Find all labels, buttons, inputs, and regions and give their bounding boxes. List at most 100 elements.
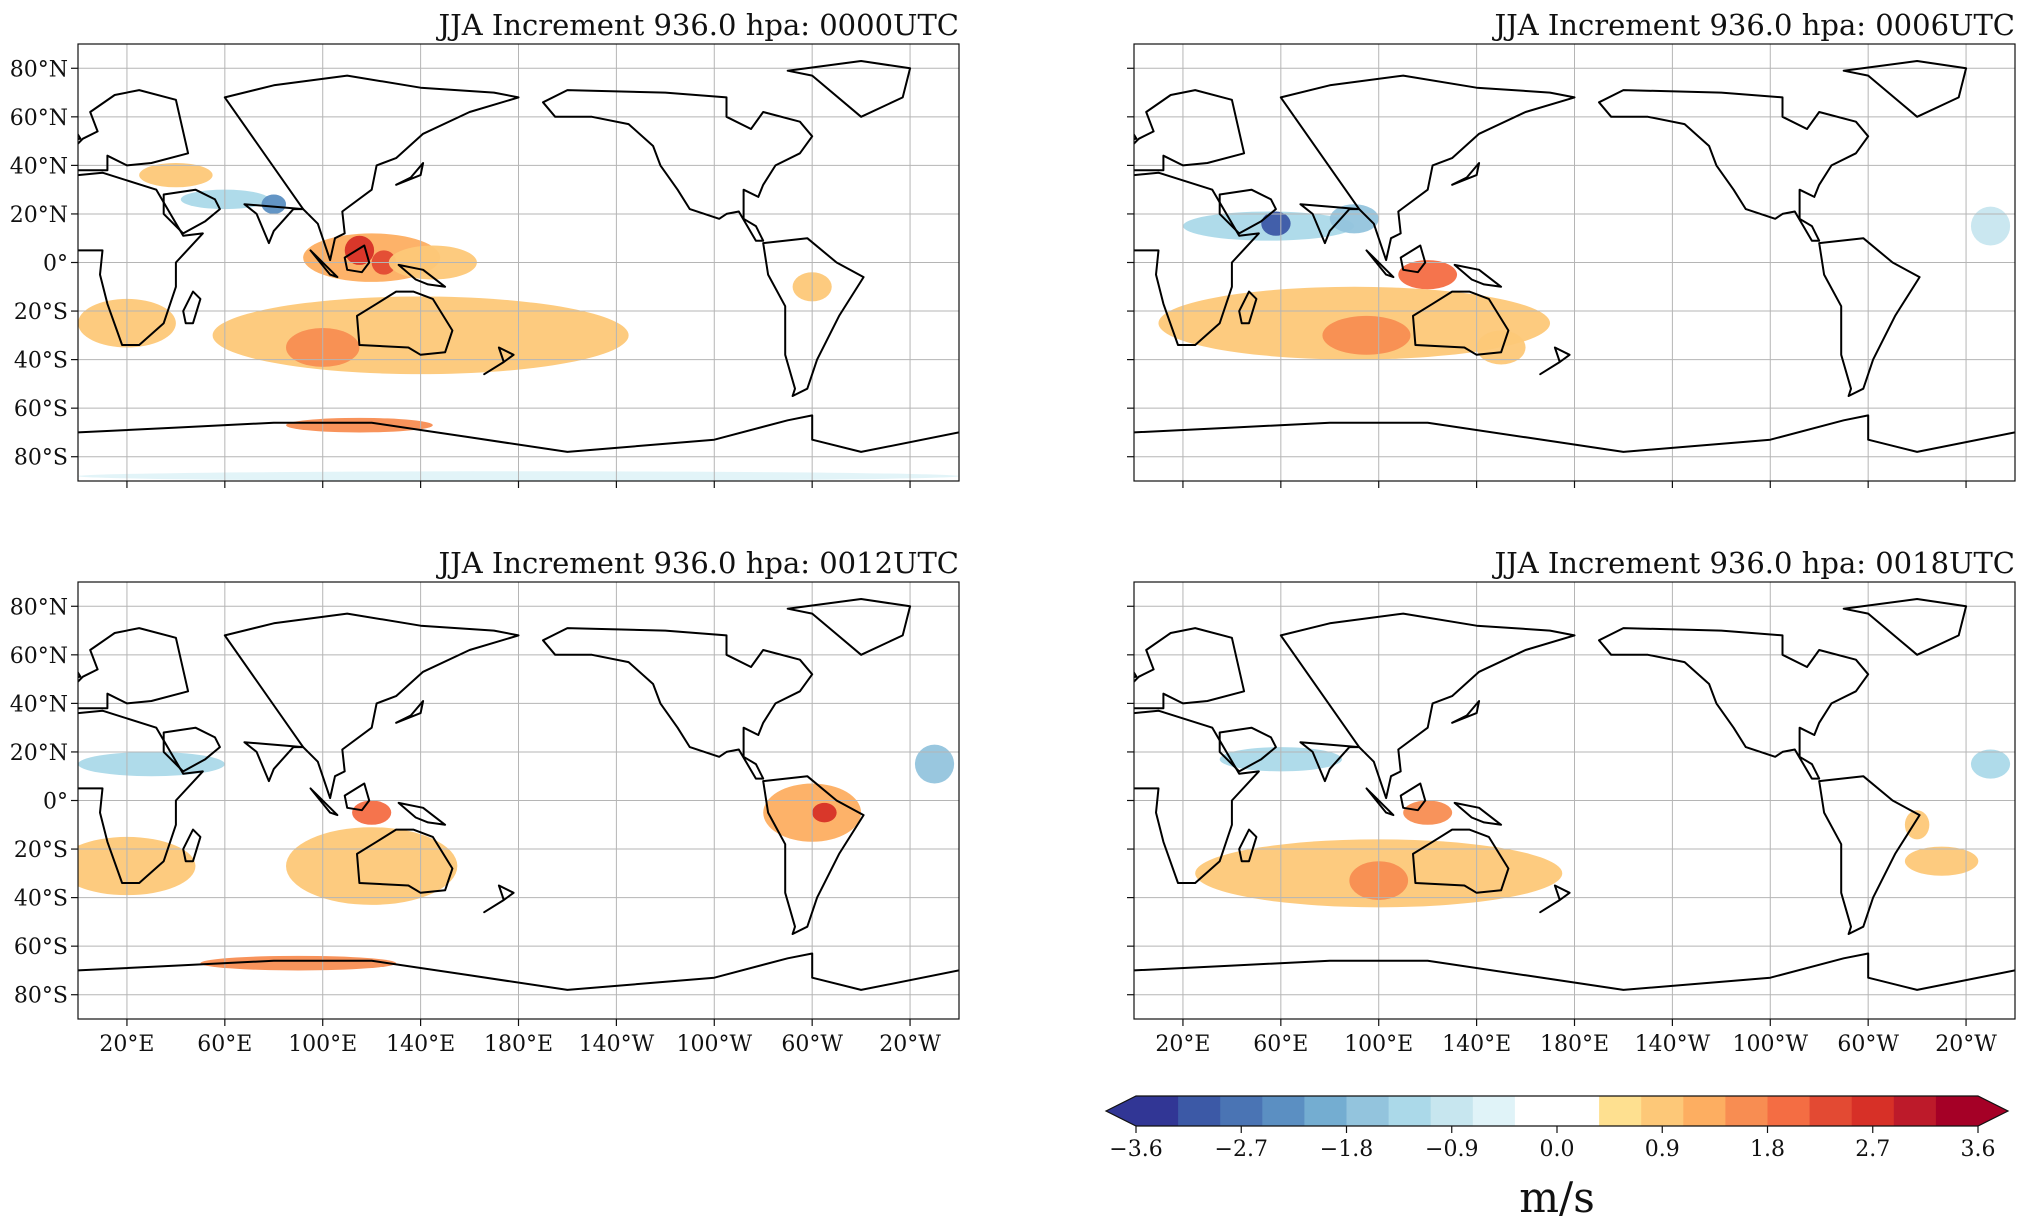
increment-patch-4 xyxy=(78,751,225,777)
increment-patch-3 xyxy=(812,802,837,823)
coastlines xyxy=(78,598,959,991)
coastline-southamerica xyxy=(762,775,865,935)
coastline-africa xyxy=(78,171,204,346)
lon-tick-label: 20°W xyxy=(1935,1032,1997,1057)
lon-tick-label: 180°E xyxy=(484,1032,553,1057)
coastline-northamerica xyxy=(1598,627,1870,780)
lat-tick-label: 40°S xyxy=(14,887,68,912)
coastline-borneo xyxy=(1399,782,1427,812)
coastline-europe xyxy=(1134,89,1246,172)
increment-patch-1 xyxy=(1322,315,1411,355)
graticule xyxy=(78,44,959,481)
coastlines xyxy=(78,60,959,453)
coastlines xyxy=(1134,598,2015,991)
coastline-antarctica xyxy=(78,414,959,453)
coastline-arabia xyxy=(162,188,221,235)
lon-tick-label: 60°W xyxy=(1837,1032,1899,1057)
coastline-southamerica xyxy=(1818,237,1921,397)
coastline-arabia xyxy=(162,726,221,773)
colorbar-tick-label: −2.7 xyxy=(1215,1137,1268,1162)
coastline-japan xyxy=(395,162,425,186)
colorbar-cell xyxy=(1557,1096,1600,1126)
colorbar-cell xyxy=(1893,1096,1937,1126)
colorbar: −3.6 −2.7 −1.8 −0.9 0.0 0.9 1.8 2.7 3.6 m/s xyxy=(1104,1095,2010,1222)
coastline-northamerica xyxy=(1598,89,1870,242)
lat-tick-label: 80°N xyxy=(10,595,68,620)
map-panel-p0006: JJA Increment 936.0 hpa: 0006UTC xyxy=(1127,8,2016,488)
map-panels: 80°N 60°N 40°N 20°N 0° 20°S 40°S 60°S 80°S JJA In… xyxy=(10,8,2016,1057)
lon-tick-label: 140°W xyxy=(1635,1032,1711,1057)
coastline-australia xyxy=(356,828,454,894)
coastline-seasia xyxy=(1279,74,1576,262)
map-panel-p0018: 20°E 60°E 100°E 140°E 180°E 140°W 100°W 60°W 20°… xyxy=(1127,546,2016,1057)
colorbar-cell xyxy=(1388,1096,1432,1126)
coastline-africa xyxy=(78,709,204,884)
coastline-japan xyxy=(1451,162,1481,186)
colorbar-cell xyxy=(1178,1096,1221,1126)
colorbar-cell xyxy=(1346,1096,1390,1126)
lon-tick-label: 60°E xyxy=(1253,1032,1308,1057)
colorbar-cell xyxy=(1220,1096,1263,1126)
panel-title: JJA Increment 936.0 hpa: 0012UTC xyxy=(435,546,959,580)
colorbar-cell xyxy=(1262,1096,1305,1126)
coastline-japan xyxy=(1451,700,1481,724)
coastline-madagascar xyxy=(1238,290,1258,325)
coastline-newguinea xyxy=(1453,801,1503,826)
coastline-greenland xyxy=(786,60,912,118)
coastline-australia xyxy=(1412,290,1510,356)
colorbar-cell xyxy=(1304,1096,1348,1126)
lon-tick-label: 100°E xyxy=(288,1032,357,1057)
coastline-seasia xyxy=(223,74,520,262)
colorbar-cell xyxy=(1599,1096,1642,1126)
coastline-borneo xyxy=(343,782,371,812)
coastline-antarctica xyxy=(1134,414,2015,453)
coastline-africa xyxy=(1134,709,1260,884)
coastline-nz xyxy=(483,884,515,914)
coastline-southamerica xyxy=(1818,775,1921,935)
colorbar-tick-label: −3.6 xyxy=(1109,1137,1162,1162)
lon-tick-label: 20°E xyxy=(1155,1032,1210,1057)
colorbar-cell xyxy=(1767,1096,1811,1126)
colorbar-extend-low xyxy=(1106,1096,1136,1126)
coastline-southamerica xyxy=(762,237,865,397)
coastline-borneo xyxy=(1399,244,1427,274)
coastline-northamerica xyxy=(542,627,814,780)
lon-tick-label: 180°E xyxy=(1540,1032,1609,1057)
colorbar-tick-label: 2.7 xyxy=(1855,1137,1890,1162)
increment-patch-4 xyxy=(1904,846,1979,876)
lat-tick-label: 0° xyxy=(43,790,68,815)
coastline-europe xyxy=(78,89,190,172)
colorbar-cells xyxy=(1104,1095,2010,1127)
lon-tick-label: 100°W xyxy=(1732,1032,1808,1057)
colorbar-cell xyxy=(1809,1096,1853,1126)
colorbar-ticks: −3.6 −2.7 −1.8 −0.9 0.0 0.9 1.8 2.7 3.6 xyxy=(1109,1126,1996,1162)
lat-tick-label: 20°S xyxy=(14,838,68,863)
colorbar-tick-label: 1.8 xyxy=(1750,1137,1785,1162)
colorbar-cell xyxy=(1430,1096,1474,1126)
coastline-nz xyxy=(1539,884,1571,914)
increment-patch-10 xyxy=(139,162,213,188)
increment-patch-3 xyxy=(1403,800,1453,825)
colorbar-cell xyxy=(1472,1096,1516,1126)
coastline-greenland xyxy=(1842,598,1968,656)
increment-patch-5 xyxy=(352,800,392,825)
coastline-sumatra xyxy=(309,787,339,817)
coastline-sumatra xyxy=(1365,787,1395,817)
increment-patch-7 xyxy=(1970,206,2011,246)
colorbar-tick-label: −0.9 xyxy=(1425,1137,1478,1162)
coastline-australia xyxy=(356,290,454,356)
lat-tick-label: 0° xyxy=(43,252,68,277)
coastline-sumatra xyxy=(309,249,339,279)
colorbar-cell xyxy=(1935,1096,1979,1126)
colorbar-cell xyxy=(1641,1096,1684,1126)
coastline-arabia xyxy=(1218,726,1277,773)
coastline-greenland xyxy=(1842,60,1968,118)
graticule xyxy=(78,582,959,1019)
lat-tick-label: 20°N xyxy=(10,741,68,766)
map-panel-p0012: 80°N 60°N 40°N 20°N 0° 20°S 40°S 60°S 80°S 20°E 60… xyxy=(10,546,960,1057)
increment-patch-3 xyxy=(344,235,375,265)
colorbar-cell xyxy=(1683,1096,1726,1126)
lat-tick-label: 80°N xyxy=(10,57,68,82)
coastline-antarctica xyxy=(78,952,959,991)
